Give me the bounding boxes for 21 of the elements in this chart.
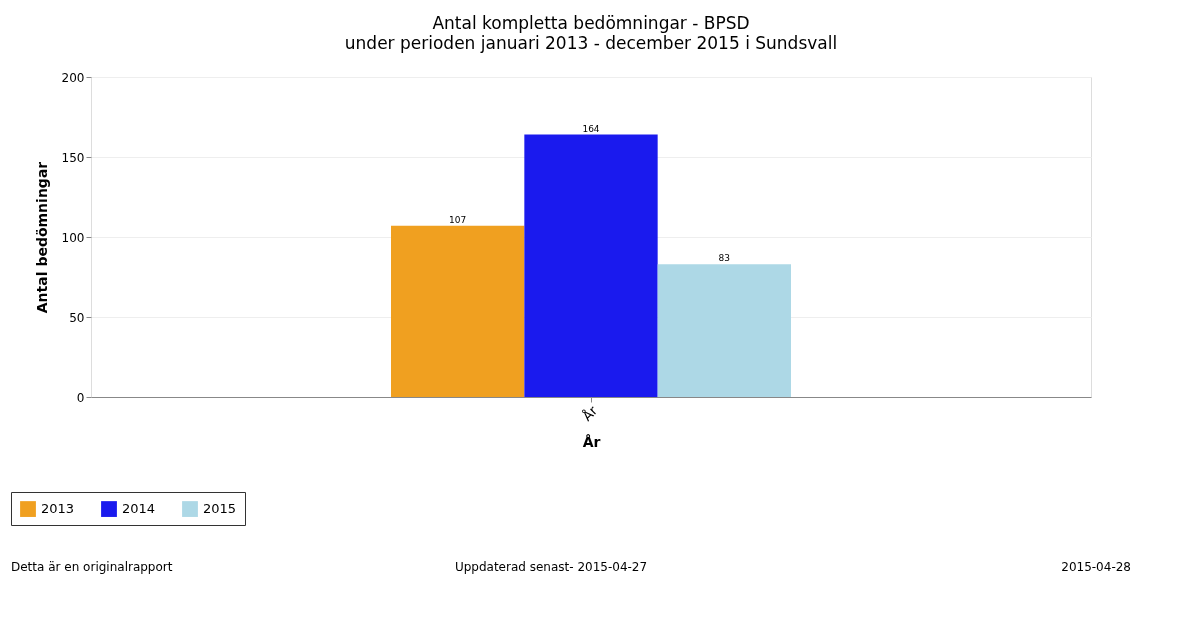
data-label: 107 xyxy=(449,214,467,225)
chart-subtitle: under perioden januari 2013 - december 2015 i Sundsvall xyxy=(344,33,838,53)
legend-label: 2014 xyxy=(122,501,156,517)
chart-title: Antal kompletta bedömningar - BPSD xyxy=(432,13,750,33)
bar xyxy=(391,225,525,397)
y-axis-title: Antal bedömningar xyxy=(33,161,50,314)
y-tick-label: 150 xyxy=(61,150,85,165)
y-tick-label: 200 xyxy=(61,70,85,85)
text: 2015-04-28 xyxy=(1061,560,1131,574)
data-label: 164 xyxy=(582,123,600,134)
legend-label: 2013 xyxy=(41,501,75,517)
y-tick-label: 50 xyxy=(69,310,85,325)
x-axis-title: År xyxy=(582,433,601,450)
text: Uppdaterad senast- 2015-04-27 xyxy=(454,560,648,574)
bar xyxy=(657,264,791,397)
text: Detta är en originalrapport xyxy=(11,560,173,574)
bar xyxy=(524,134,658,397)
y-tick-label: 100 xyxy=(61,230,85,245)
y-tick-label: 0 xyxy=(76,390,85,405)
legend-label: 2015 xyxy=(203,501,237,517)
data-label: 83 xyxy=(718,253,731,264)
